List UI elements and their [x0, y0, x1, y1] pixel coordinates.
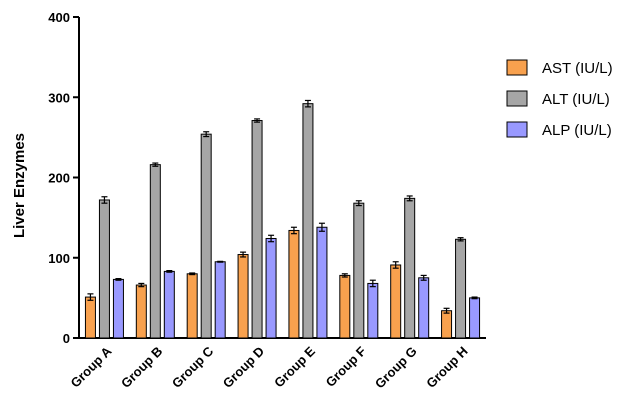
- x-tick-label: Group C: [169, 343, 217, 391]
- y-tick-label: 100: [48, 251, 70, 266]
- bar: [390, 264, 402, 339]
- bar: [339, 274, 351, 339]
- bar: [214, 261, 226, 339]
- y-tick-label: 200: [48, 171, 70, 186]
- legend-label: AST (IU/L): [542, 60, 613, 77]
- bar: [469, 297, 481, 339]
- bar: [112, 278, 124, 339]
- bar: [237, 254, 249, 339]
- x-tick-label: Group H: [423, 344, 470, 391]
- bars: [84, 99, 481, 339]
- bar: [441, 310, 453, 339]
- y-tick-label: 300: [48, 90, 70, 105]
- legend-label: ALP (IU/L): [542, 122, 612, 139]
- bar: [455, 238, 467, 339]
- bar: [367, 282, 379, 339]
- bar: [149, 164, 161, 339]
- y-tick-label: 400: [48, 10, 70, 25]
- y-axis-title: Liver Enzymes: [11, 133, 28, 238]
- x-tick-label: Group B: [118, 344, 165, 391]
- bar: [186, 273, 198, 339]
- legend: AST (IU/L) ALT (IU/L) ALP (IU/L): [506, 59, 613, 139]
- bar: [404, 197, 416, 339]
- y-axis: 0 100 200 300 400: [48, 10, 80, 346]
- bar: [200, 133, 212, 339]
- bar: [98, 199, 110, 339]
- bar: [163, 270, 175, 339]
- bar: [302, 103, 314, 339]
- bar: [418, 277, 430, 339]
- bar: [251, 120, 263, 339]
- y-tick-label: 0: [63, 331, 70, 346]
- x-tick-label: Group F: [323, 343, 369, 389]
- category-labels: Group A Group B Group C Group D Group E Group…: [68, 343, 471, 391]
- x-tick-label: Group D: [220, 344, 267, 391]
- bar: [265, 237, 277, 339]
- x-tick-label: Group E: [271, 343, 318, 390]
- bar: [316, 226, 328, 339]
- bar: [84, 296, 96, 339]
- legend-swatch: [506, 121, 528, 138]
- legend-swatch: [506, 59, 528, 76]
- x-tick-label: Group A: [68, 343, 115, 390]
- legend-label: ALT (IU/L): [542, 91, 610, 108]
- bar: [353, 202, 365, 339]
- x-tick-label: Group G: [372, 344, 420, 392]
- bar: [288, 229, 300, 339]
- bar: [135, 284, 147, 339]
- legend-swatch: [506, 90, 528, 107]
